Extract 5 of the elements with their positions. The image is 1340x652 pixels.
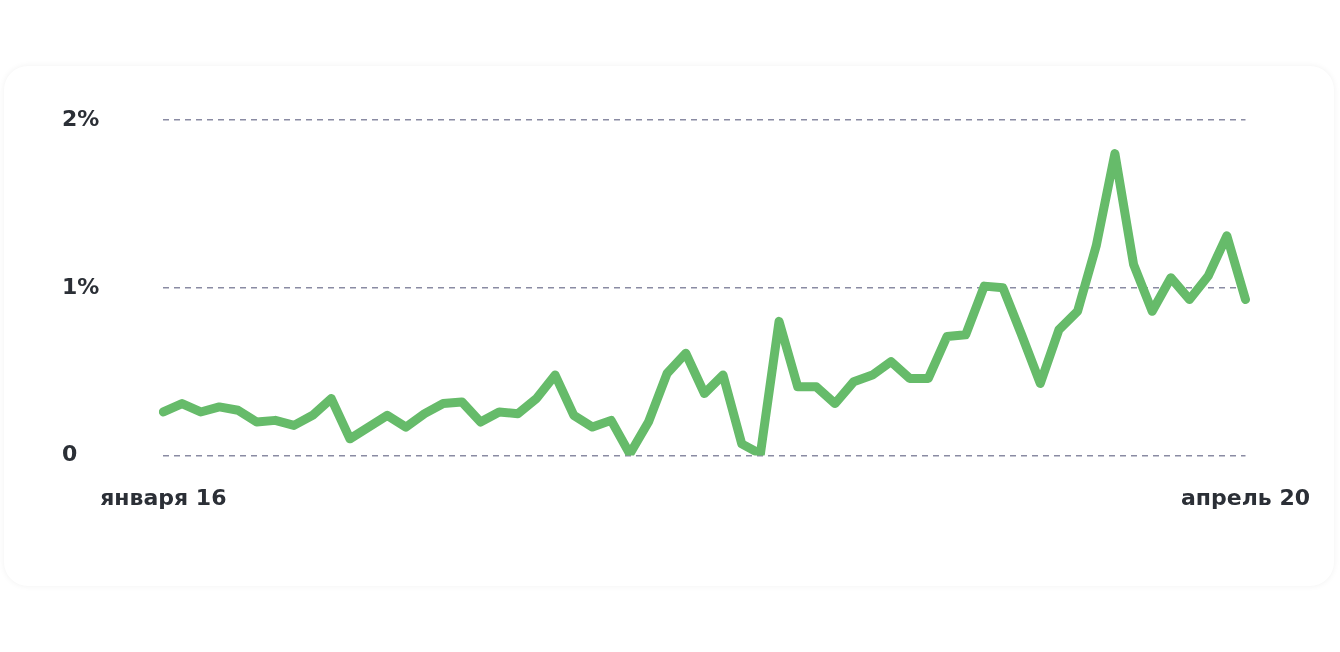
y-tick-label: 1% [62, 273, 100, 299]
y-tick-label: 2% [62, 105, 100, 131]
x-tick-label: января 16 [100, 484, 227, 510]
y-tick-label: 0 [62, 441, 78, 467]
x-tick-label: апрель 20 [1180, 484, 1310, 510]
